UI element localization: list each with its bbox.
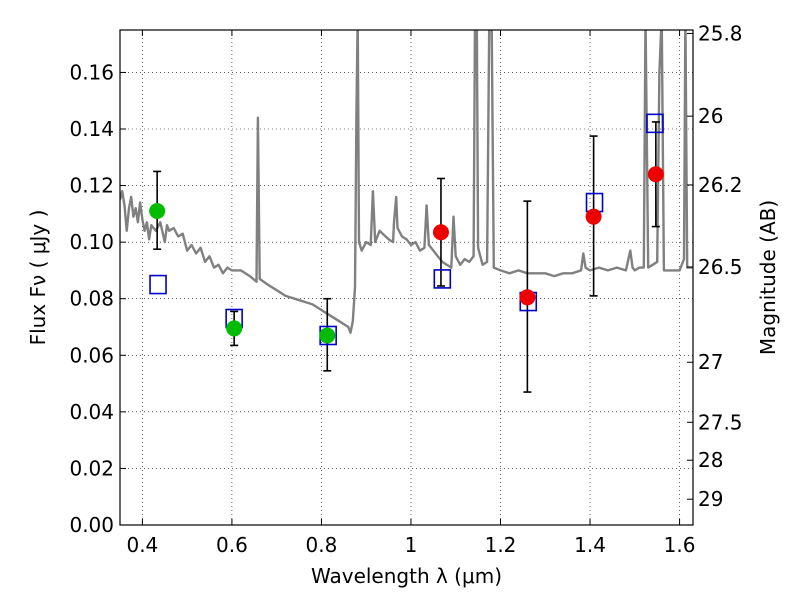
y2-axis-ticks: 25.8 26 26.2 26.5 27 27.5 28 29 [687, 21, 743, 511]
model-flux-squares [149, 113, 664, 346]
y2-axis-label: Magnitude (AB) [756, 200, 780, 355]
x-tick-label: 1.6 [664, 533, 696, 557]
y2-tick-label: 26.5 [698, 255, 743, 279]
y-tick-label: 0.08 [69, 287, 114, 311]
flux-point [585, 208, 602, 225]
y2-tick-label: 27 [698, 350, 723, 374]
y2-tick-label: 26.2 [698, 173, 743, 197]
x-axis-label: Wavelength λ (μm) [311, 564, 502, 588]
x-axis-ticks: 0.4 0.6 0.8 1 1.2 1.4 1.6 [126, 30, 695, 557]
x-tick-label: 1.2 [485, 533, 517, 557]
y-tick-label: 0.14 [69, 117, 114, 141]
observed-flux-points [149, 166, 664, 344]
model-flux-square [149, 274, 167, 295]
flux-point [519, 289, 536, 306]
y-tick-label: 0.04 [69, 400, 114, 424]
x-tick-label: 0.4 [126, 533, 158, 557]
y2-tick-label: 29 [698, 487, 723, 511]
grid-lines [120, 30, 693, 526]
x-tick-label: 1 [405, 533, 418, 557]
spectrum-line [120, 30, 693, 334]
flux-point [647, 166, 664, 183]
y-tick-label: 0.16 [69, 60, 114, 84]
flux-point [319, 327, 336, 344]
y2-tick-label: 25.8 [698, 21, 743, 45]
flux-point [432, 224, 449, 241]
y-tick-label: 0.12 [69, 174, 114, 198]
model-flux-square [433, 269, 452, 289]
y-tick-label: 0.10 [69, 230, 114, 254]
flux-point [226, 320, 243, 337]
y2-tick-label: 26 [698, 104, 723, 128]
y-tick-label: 0.06 [69, 343, 114, 367]
y-tick-label: 0.02 [69, 456, 114, 480]
y-axis-label: Flux Fν ( μJy ) [26, 210, 50, 346]
y-tick-label: 0.00 [69, 513, 114, 537]
y2-tick-label: 27.5 [698, 410, 743, 434]
y2-tick-label: 28 [698, 448, 723, 472]
y-axis-ticks: 0.00 0.02 0.04 0.06 0.08 0.10 0.12 0.14 0.16 [69, 60, 126, 537]
model-spectrum-line [120, 30, 693, 334]
x-tick-label: 0.8 [306, 533, 338, 557]
x-tick-label: 1.4 [574, 533, 606, 557]
x-tick-label: 0.6 [216, 533, 248, 557]
flux-point [149, 203, 166, 220]
plot-frame [119, 29, 694, 526]
model-flux-square [646, 113, 664, 134]
